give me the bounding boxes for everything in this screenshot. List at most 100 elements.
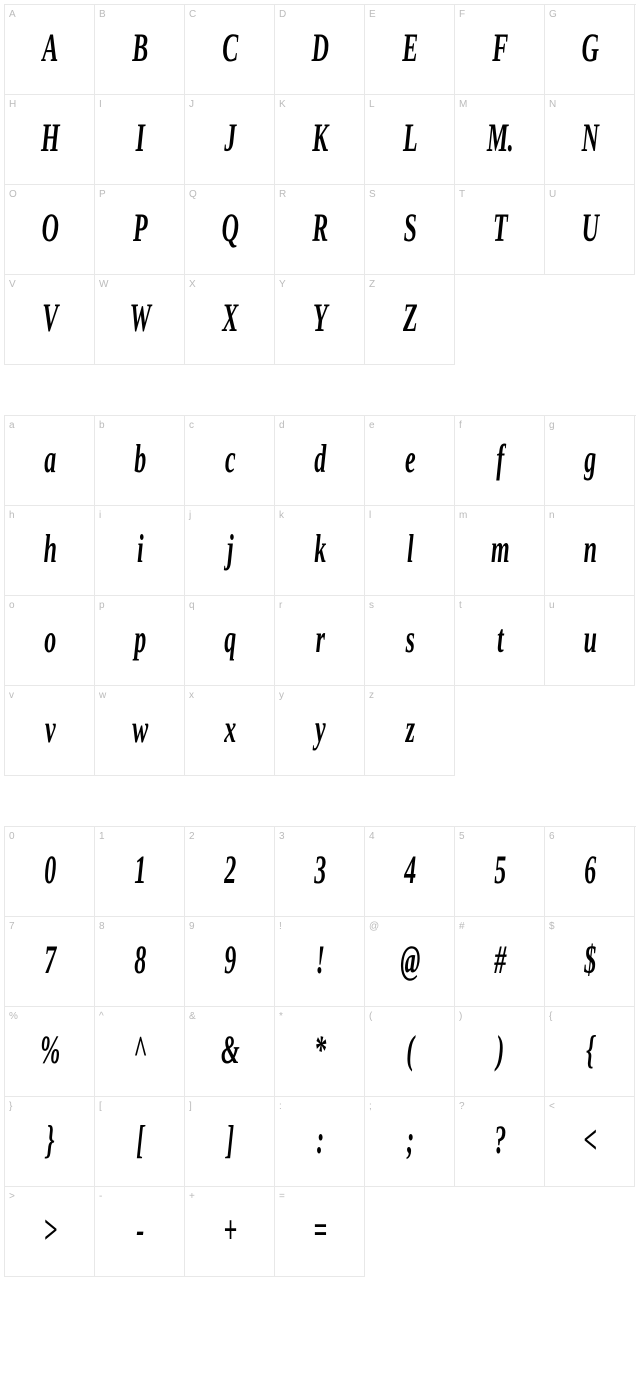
glyph-label: : [279, 1101, 282, 1112]
glyph-cell: 99 [185, 917, 275, 1007]
glyph-character: O [41, 208, 58, 248]
glyph-character: o [44, 619, 55, 659]
glyph-character: G [581, 28, 598, 68]
glyph-label: t [459, 600, 462, 611]
glyph-cell: CC [185, 5, 275, 95]
glyph-label: w [99, 690, 106, 701]
glyph-label: D [279, 9, 286, 20]
glyph-character: 1 [134, 850, 145, 890]
glyph-cell: 55 [455, 827, 545, 917]
glyph-label: o [9, 600, 15, 611]
glyph-label: { [549, 1011, 552, 1022]
glyph-label: 7 [9, 921, 15, 932]
glyph-label: L [369, 99, 375, 110]
glyph-cell: ++ [185, 1187, 275, 1277]
glyph-cell: 33 [275, 827, 365, 917]
glyph-label: Y [279, 279, 286, 290]
glyph-label: 6 [549, 831, 555, 842]
glyph-label: ) [459, 1011, 462, 1022]
glyph-character: ? [494, 1120, 505, 1160]
glyph-character: - [136, 1210, 143, 1250]
glyph-label: F [459, 9, 465, 20]
glyph-character: R [312, 208, 327, 248]
glyph-character: & [220, 1030, 238, 1070]
glyph-character: S [403, 208, 416, 248]
glyph-cell: tt [455, 596, 545, 686]
glyph-character: Z [402, 298, 416, 338]
glyph-character: L [402, 118, 416, 158]
glyph-cell: }} [5, 1097, 95, 1187]
glyph-cell: HH [5, 95, 95, 185]
glyph-cell: aa [5, 416, 95, 506]
glyph-character: X [222, 298, 237, 338]
glyph-character: P [132, 208, 146, 248]
glyph-label: N [549, 99, 556, 110]
glyph-label: - [99, 1191, 102, 1202]
glyph-character: e [404, 439, 414, 479]
glyph-label: O [9, 189, 17, 200]
glyph-cell: {{ [545, 1007, 635, 1097]
glyph-label: 8 [99, 921, 105, 932]
glyph-cell: ss [365, 596, 455, 686]
glyph-label: M [459, 99, 467, 110]
glyph-character: Y [312, 298, 326, 338]
glyph-label: # [459, 921, 465, 932]
glyph-character: 5 [494, 850, 505, 890]
glyph-character: J [224, 118, 235, 158]
glyph-label: Z [369, 279, 375, 290]
glyph-cell: QQ [185, 185, 275, 275]
glyph-cell: dd [275, 416, 365, 506]
glyph-cell: zz [365, 686, 455, 776]
glyph-label: h [9, 510, 15, 521]
glyph-character: M. [486, 118, 512, 158]
glyph-character: W [129, 298, 150, 338]
glyph-character: s [405, 619, 414, 659]
glyph-cell: GG [545, 5, 635, 95]
glyph-label: T [459, 189, 465, 200]
glyph-label: B [99, 9, 106, 20]
glyph-cell: BB [95, 5, 185, 95]
glyph-label: < [549, 1101, 555, 1112]
glyph-cell: gg [545, 416, 635, 506]
glyph-character: : [316, 1120, 323, 1160]
glyph-character: w [132, 709, 147, 749]
glyph-label: S [369, 189, 376, 200]
glyph-character: 7 [44, 940, 55, 980]
glyph-cell: LL [365, 95, 455, 185]
glyph-character: 2 [224, 850, 235, 890]
glyph-section-symbols: 00112233445566778899!!@@##$$%%^^&&**(())… [4, 826, 636, 1277]
glyph-character: g [584, 439, 595, 479]
glyph-character: U [581, 208, 598, 248]
glyph-character: D [311, 28, 328, 68]
glyph-cell: ee [365, 416, 455, 506]
glyph-character: [ [136, 1120, 143, 1160]
glyph-character: u [583, 619, 596, 659]
glyph-label: 9 [189, 921, 195, 932]
glyph-label: E [369, 9, 376, 20]
glyph-label: J [189, 99, 194, 110]
glyph-label: d [279, 420, 285, 431]
glyph-section-lowercase: aabbccddeeffgghhiijjkkllmmnnooppqqrrsstt… [4, 415, 636, 776]
glyph-cell: mm [455, 506, 545, 596]
glyph-label: @ [369, 921, 379, 932]
glyph-cell: == [275, 1187, 365, 1277]
glyph-character: j [226, 529, 232, 569]
glyph-label: f [459, 420, 462, 431]
glyph-label: R [279, 189, 286, 200]
glyph-character: l [406, 529, 412, 569]
glyph-character: ( [406, 1030, 413, 1070]
glyph-cell: cc [185, 416, 275, 506]
glyph-cell: !! [275, 917, 365, 1007]
glyph-grid: aabbccddeeffgghhiijjkkllmmnnooppqqrrsstt… [4, 415, 636, 776]
glyph-cell: UU [545, 185, 635, 275]
glyph-label: 5 [459, 831, 465, 842]
glyph-cell: nn [545, 506, 635, 596]
glyph-label: Q [189, 189, 197, 200]
glyph-cell: (( [365, 1007, 455, 1097]
glyph-character: 9 [224, 940, 235, 980]
glyph-character: N [581, 118, 598, 158]
glyph-cell: OO [5, 185, 95, 275]
glyph-character: I [135, 118, 144, 158]
glyph-cell: 22 [185, 827, 275, 917]
glyph-character: ^ [133, 1030, 146, 1070]
